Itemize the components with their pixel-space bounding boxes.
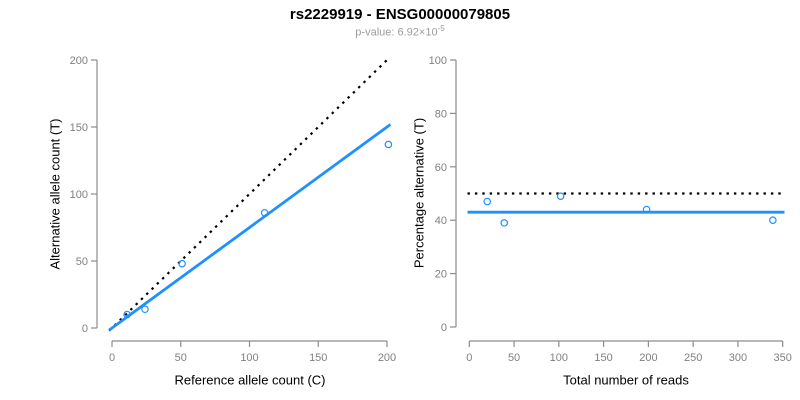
x-tick-label: 100 (240, 352, 258, 364)
data-point (141, 305, 149, 314)
data-point (642, 205, 651, 214)
data-point (556, 192, 565, 200)
right-plot-y-axis-title: Percentage alternative (T) (411, 117, 427, 269)
data-point (769, 216, 777, 225)
y-tick-label: 150 (70, 122, 88, 134)
data-point (260, 208, 269, 217)
y-tick-label: 80 (435, 108, 447, 120)
data-point (123, 310, 131, 319)
y-tick-label: 20 (435, 269, 447, 281)
page-title: rs2229919 - ENSG00000079805 (289, 6, 511, 23)
y-tick-label: 60 (435, 162, 447, 174)
y-tick-label: 0 (82, 323, 88, 335)
x-tick-label: 200 (378, 352, 396, 364)
y-tick-label: 100 (70, 189, 88, 201)
left-plot-x-axis-title: Reference allele count (C) (174, 372, 326, 388)
x-tick-label: 0 (466, 352, 472, 364)
y-tick-label: 200 (70, 55, 88, 67)
x-tick-label: 150 (594, 352, 612, 364)
x-tick-label: 50 (175, 352, 187, 364)
x-tick-label: 50 (508, 352, 520, 364)
page-subtitle: p-value: 6.92×10-5 (0, 24, 800, 39)
x-tick-label: 350 (774, 352, 792, 364)
y-tick-label: 100 (429, 55, 447, 67)
x-tick-label: 100 (550, 352, 568, 364)
y-tick-label: 0 (441, 322, 447, 334)
left-plot: 0 50 100 150 200 0 50 100 150 200 (70, 55, 397, 364)
x-tick-label: 200 (639, 352, 657, 364)
left-plot-y-axis-title: Alternative allele count (T) (47, 118, 63, 270)
data-point (500, 219, 509, 227)
x-tick-label: 0 (109, 352, 115, 364)
p-value-text: p-value: 6.92×10 (355, 26, 438, 39)
data-point (178, 259, 186, 268)
y-tick-label: 40 (435, 215, 447, 227)
data-point (384, 140, 393, 149)
fitted-ratio-line (108, 123, 392, 332)
x-tick-label: 250 (684, 352, 702, 364)
p-value-exponent: -5 (437, 24, 445, 33)
x-tick-label: 300 (729, 352, 747, 364)
right-plot: 0 20 40 60 80 100 0 50 100 150 200 250 300 350 (429, 55, 792, 364)
y-tick-label: 50 (76, 256, 88, 268)
right-plot-x-axis-title: Total number of reads (563, 372, 689, 388)
expected-ratio-line (108, 57, 390, 332)
data-point (483, 197, 492, 206)
x-tick-label: 150 (309, 352, 327, 364)
